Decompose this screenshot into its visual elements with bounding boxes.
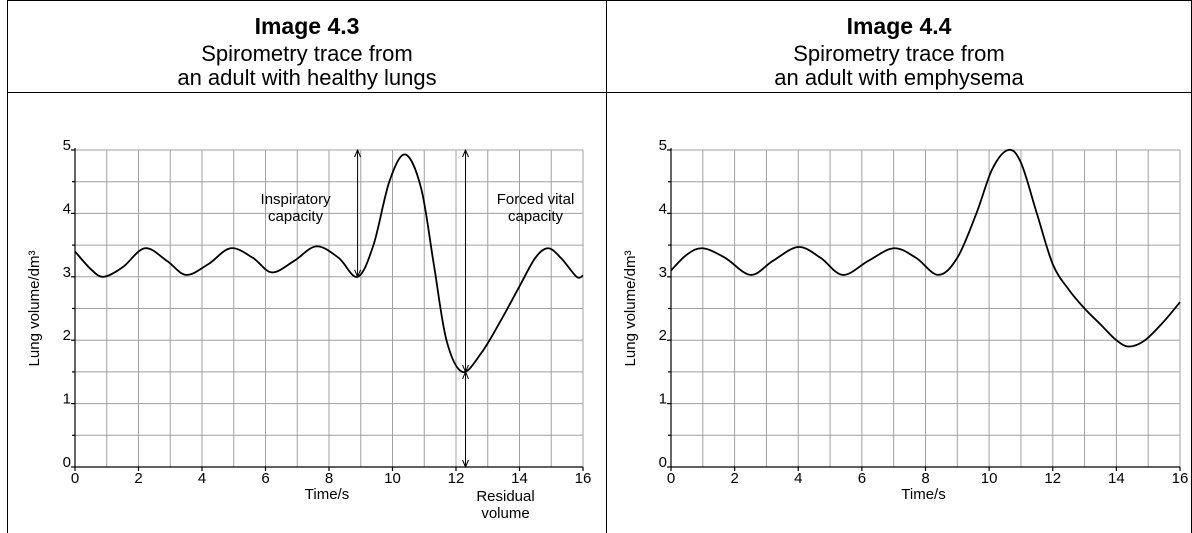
line-series: [670, 148, 1181, 348]
chart-subtitle: Spirometry trace from: [793, 41, 1005, 66]
y-tick-label: 4: [63, 200, 71, 217]
annotation-text: capacity: [508, 208, 564, 225]
x-tick-label: 14: [1108, 470, 1125, 487]
annotation-text: volume: [481, 505, 529, 522]
chart-title: Image 4.3: [255, 13, 360, 39]
x-tick-label: 6: [858, 470, 866, 487]
y-tick-label: 2: [63, 327, 71, 344]
y-axis-label: Lung volume/dm³: [26, 251, 43, 367]
y-tick-label: 0: [659, 454, 667, 471]
x-tick-label: 2: [134, 470, 142, 487]
x-tick-label: 0: [71, 470, 79, 487]
x-tick-label: 16: [575, 470, 592, 487]
x-tick-label: 6: [261, 470, 269, 487]
x-axis-label: Time/s: [901, 486, 945, 503]
y-tick-label: 5: [63, 137, 71, 154]
x-tick-label: 4: [198, 470, 206, 487]
annotation-text: Inspiratory: [261, 191, 332, 208]
y-tick-label: 3: [63, 264, 71, 281]
chart-subtitle: an adult with emphysema: [774, 65, 1024, 90]
annotation-text: capacity: [268, 208, 324, 225]
x-tick-label: 16: [1172, 470, 1189, 487]
x-tick-label: 2: [730, 470, 738, 487]
x-tick-label: 4: [794, 470, 802, 487]
y-tick-label: 1: [659, 391, 667, 408]
arrow-head: [462, 148, 469, 158]
x-tick-label: 0: [667, 470, 675, 487]
x-tick-label: 12: [1044, 470, 1061, 487]
arrow-head: [354, 269, 362, 279]
y-tick-label: 1: [63, 391, 71, 408]
chart-subtitle: an adult with healthy lungs: [177, 65, 436, 90]
annotation-text: Residual: [476, 488, 534, 505]
y-tick-label: 0: [63, 454, 71, 471]
y-tick-label: 4: [659, 200, 667, 217]
line-series: [74, 153, 584, 373]
x-axis-label: Time/s: [305, 486, 349, 503]
arrow-head: [462, 459, 469, 469]
y-tick-label: 5: [659, 137, 667, 154]
chart-title: Image 4.4: [847, 13, 952, 39]
x-tick-label: 12: [448, 470, 465, 487]
x-tick-label: 10: [981, 470, 998, 487]
y-tick-label: 2: [659, 327, 667, 344]
x-tick-label: 8: [921, 470, 929, 487]
arrow-head: [354, 148, 362, 158]
annotation-text: Forced vital: [497, 191, 575, 208]
x-tick-label: 8: [325, 470, 333, 487]
x-tick-label: 10: [384, 470, 401, 487]
y-axis-label: Lung volume/dm³: [622, 251, 639, 367]
y-tick-label: 3: [659, 264, 667, 281]
arrow-head: [462, 370, 469, 380]
x-tick-label: 14: [511, 470, 528, 487]
chart-subtitle: Spirometry trace from: [201, 41, 413, 66]
